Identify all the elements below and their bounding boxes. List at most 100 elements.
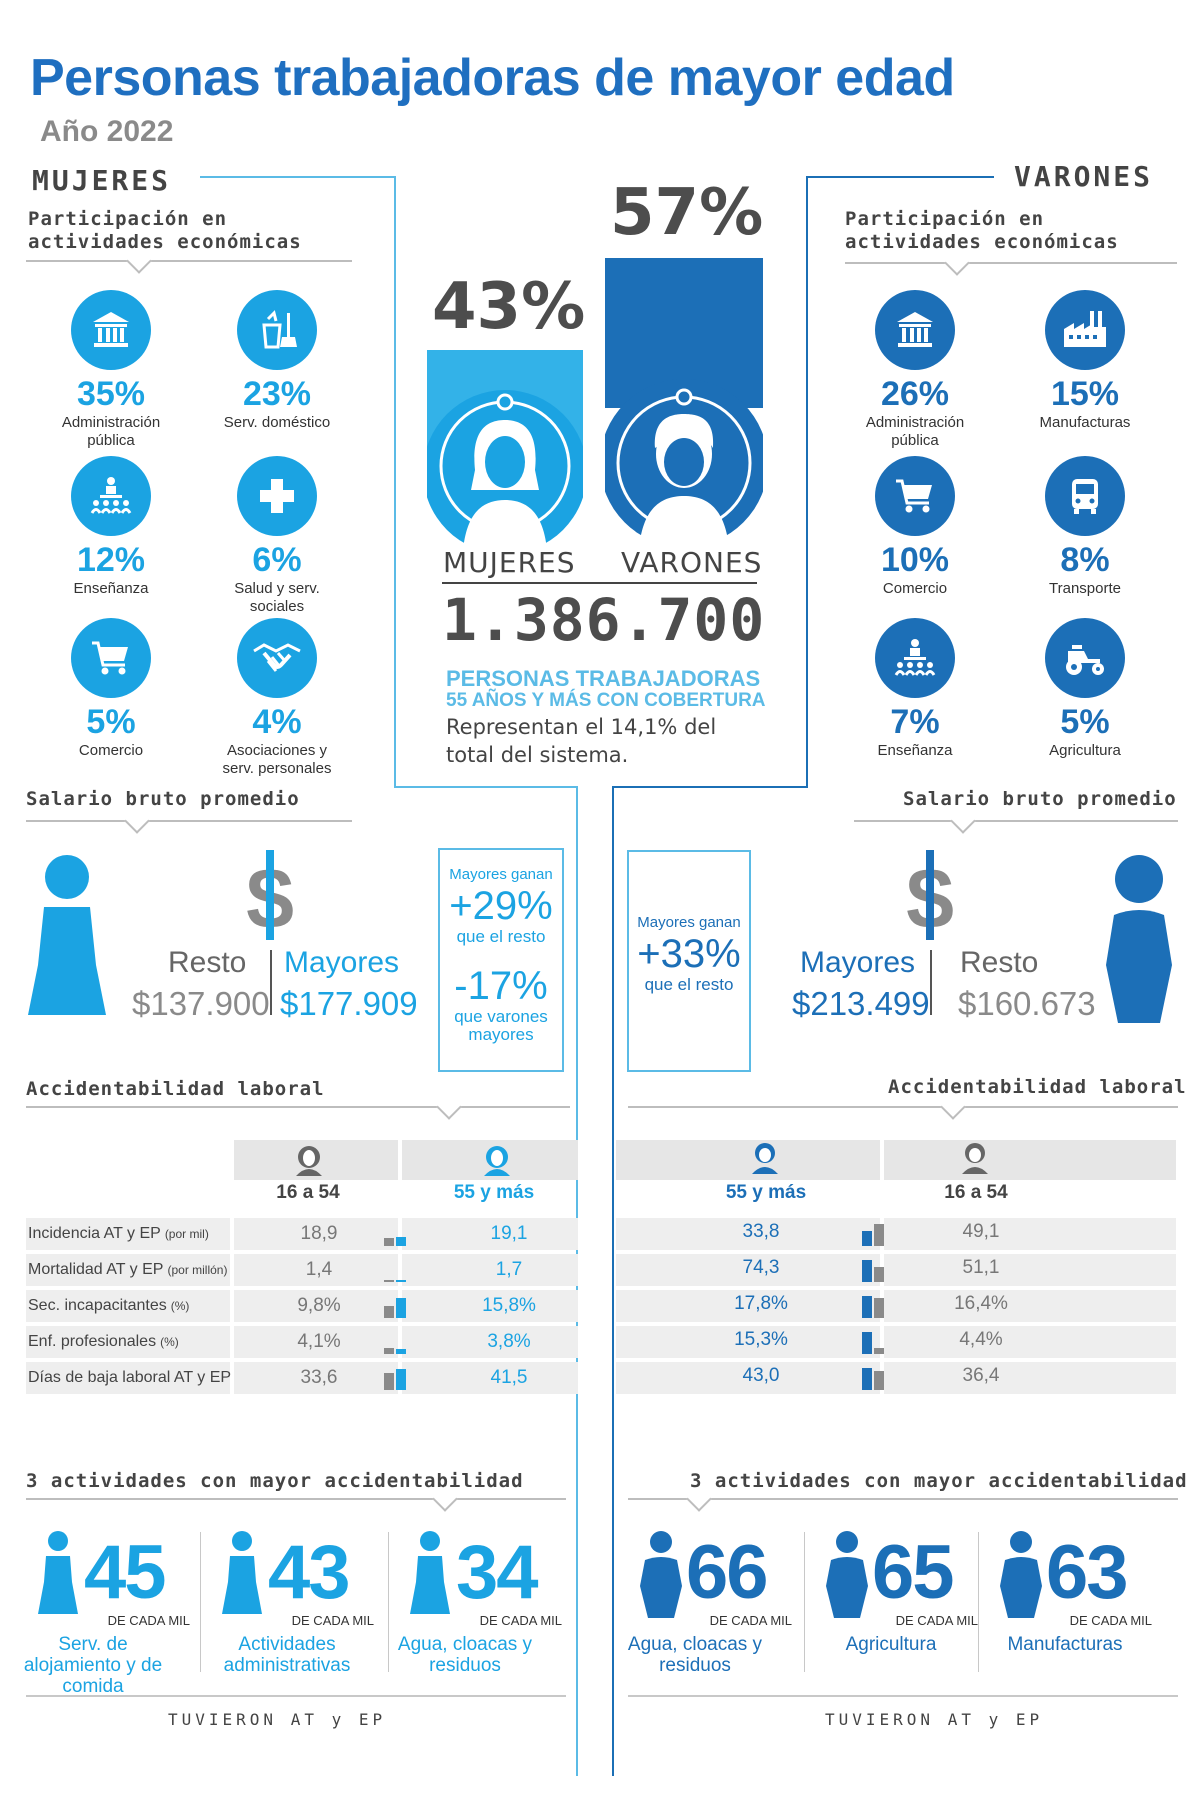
separator [200, 1532, 201, 1672]
accident-rate-unit: DE CADA MIL [895, 1613, 978, 1628]
table-row [884, 1254, 1176, 1286]
table-row [26, 1218, 230, 1250]
table-row [26, 1362, 230, 1394]
bar-men-old [862, 1332, 872, 1354]
mini-bar-pair [862, 1366, 888, 1390]
frame-line [806, 176, 994, 178]
activity-item: 12% Enseñanza [26, 456, 196, 598]
men-footer: TUVIERON AT y EP [825, 1710, 1044, 1729]
men-top-title: 3 actividades con mayor accidentabilidad [690, 1470, 1188, 1492]
accident-activity-label: Manufacturas [1007, 1634, 1123, 1655]
activity-percent: 8% [1060, 541, 1110, 579]
total-workers: 1.386.700 [442, 586, 766, 654]
cell-men-old: 74,3 [742, 1257, 780, 1278]
table-row [616, 1218, 880, 1250]
women-box-big2: -17% [454, 964, 548, 1008]
person-gray-icon [962, 1142, 988, 1178]
bar-women-young [384, 1237, 394, 1246]
activity-percent: 6% [252, 541, 302, 579]
row-label-text: Días de baja laboral AT y EP [28, 1369, 232, 1386]
activity-item: 6% Salud y serv. sociales [192, 456, 362, 616]
women-top-title: 3 actividades con mayor accidentabilidad [26, 1470, 524, 1492]
table-row [234, 1362, 398, 1394]
table-row [234, 1326, 398, 1358]
accident-rate: 66 [686, 1530, 769, 1615]
bar-men-old [862, 1296, 872, 1318]
activity-item: 8% Transporte [1000, 456, 1170, 598]
row-label: Mortalidad AT y EP (por millón) [28, 1261, 227, 1279]
women-rest-label: Resto [168, 946, 247, 979]
divider [930, 950, 932, 1015]
women-participation-title: Participación en actividades económicas [28, 208, 302, 253]
cell-women-old: 3,8% [487, 1331, 531, 1352]
cell-women-old: 41,5 [490, 1367, 528, 1388]
frame-line [612, 786, 614, 1776]
divider [628, 1106, 1178, 1108]
woman-figure [26, 855, 108, 1025]
bar-women-old [396, 1280, 406, 1282]
men-older-label: Mayores [800, 946, 916, 979]
man-figure-icon [826, 1530, 868, 1624]
row-label-unit: (%) [170, 1299, 190, 1313]
frame-line [806, 176, 808, 788]
activity-item: 5% Comercio [26, 618, 196, 760]
bar-women-young [384, 1348, 394, 1354]
activity-percent: 10% [880, 541, 950, 579]
row-label-text: Sec. incapacitantes [28, 1297, 167, 1314]
cell-women-young: 9,8% [297, 1295, 341, 1316]
accident-rate: 63 [1046, 1530, 1129, 1615]
mini-bar-pair [384, 1366, 410, 1390]
divider [442, 582, 757, 584]
activity-item: 23% Serv. doméstico [192, 290, 362, 432]
men-rest-value: $160.673 [958, 985, 1096, 1022]
cell-men-old: 15,3% [734, 1329, 788, 1350]
activity-percent: 23% [242, 375, 312, 413]
activity-percent: 35% [76, 375, 146, 413]
activity-item: 26% Administración pública [830, 290, 1000, 450]
table-header-cell [616, 1140, 880, 1180]
table-row [234, 1218, 398, 1250]
frame-line [200, 176, 396, 178]
person-gray-icon [296, 1144, 322, 1180]
woman-figure-icon [222, 1530, 262, 1624]
activity-item: 10% Comercio [830, 456, 1000, 598]
men-older-value: $213.499 [792, 985, 930, 1022]
divider [26, 1498, 566, 1500]
table-row [402, 1254, 578, 1286]
activity-percent: 12% [76, 541, 146, 579]
frame-line [612, 786, 808, 788]
activity-label: Asociaciones y serv. personales [222, 742, 332, 777]
bar-men-young [874, 1347, 884, 1354]
teacher-class-icon [875, 618, 955, 698]
activity-item: 35% Administración pública [26, 290, 196, 450]
bar-men-young [874, 1297, 884, 1318]
cell-women-young: 18,9 [300, 1223, 338, 1244]
accident-activity-label: Serv. de alojamiento y de comida [23, 1634, 163, 1697]
row-label: Incidencia AT y EP (por mil) [28, 1225, 209, 1243]
cell-men-old: 43,0 [742, 1365, 780, 1386]
mini-bar-pair [384, 1258, 410, 1282]
row-label-unit: (%) [160, 1335, 179, 1349]
coverage-line-4: total del sistema. [446, 743, 629, 767]
person-blue-icon [752, 1142, 778, 1178]
bar-men-young [874, 1371, 884, 1390]
divider [628, 1498, 1178, 1500]
divider-notch [436, 1094, 462, 1120]
coverage-line-2: 55 AÑOS Y MÁS CON COBERTURA [446, 690, 766, 711]
teacher-class-icon [71, 456, 151, 536]
women-older-label: Mayores [284, 946, 400, 979]
frame-line [394, 786, 578, 788]
activity-label: Administración pública [61, 414, 161, 449]
men-salary-box: Mayores ganan +33% que el resto [627, 850, 751, 1072]
women-salary-box: Mayores ganan +29% que el resto -17% que… [438, 848, 564, 1072]
accident-rate: 34 [456, 1530, 539, 1615]
men-rest-label: Resto [960, 946, 1039, 979]
row-label-unit: (por millón) [167, 1263, 228, 1277]
men-label: VARONES [621, 546, 763, 579]
accident-rate-unit: DE CADA MIL [709, 1613, 792, 1628]
men-salary-title: Salario bruto promedio [903, 788, 1177, 810]
table-row [616, 1290, 880, 1322]
bar-women-young [384, 1372, 394, 1390]
table-row [884, 1290, 1176, 1322]
mini-bar-pair [384, 1222, 410, 1246]
